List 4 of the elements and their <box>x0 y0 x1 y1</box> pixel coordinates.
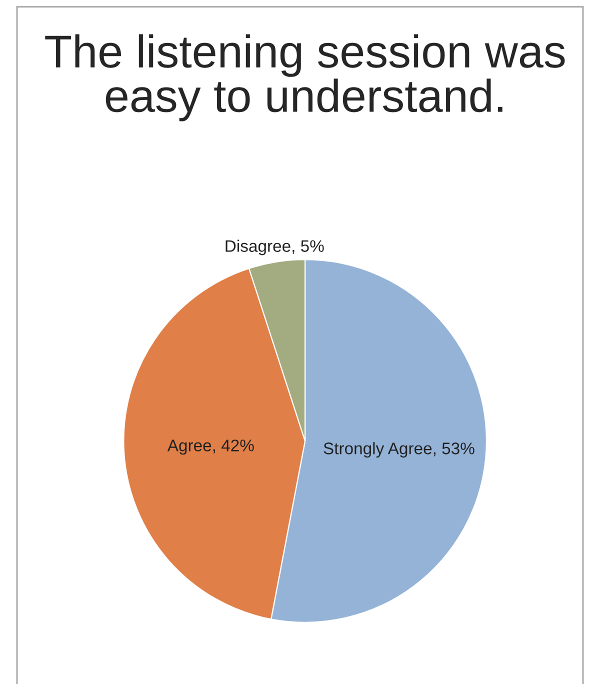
chart-title: The listening session was easy to understand. <box>45 34 565 122</box>
slice-label: Disagree, 5% <box>226 240 324 256</box>
slice-label: Agree, 42% <box>167 440 254 455</box>
slice-label: Strongly Agree, 53% <box>324 442 474 458</box>
